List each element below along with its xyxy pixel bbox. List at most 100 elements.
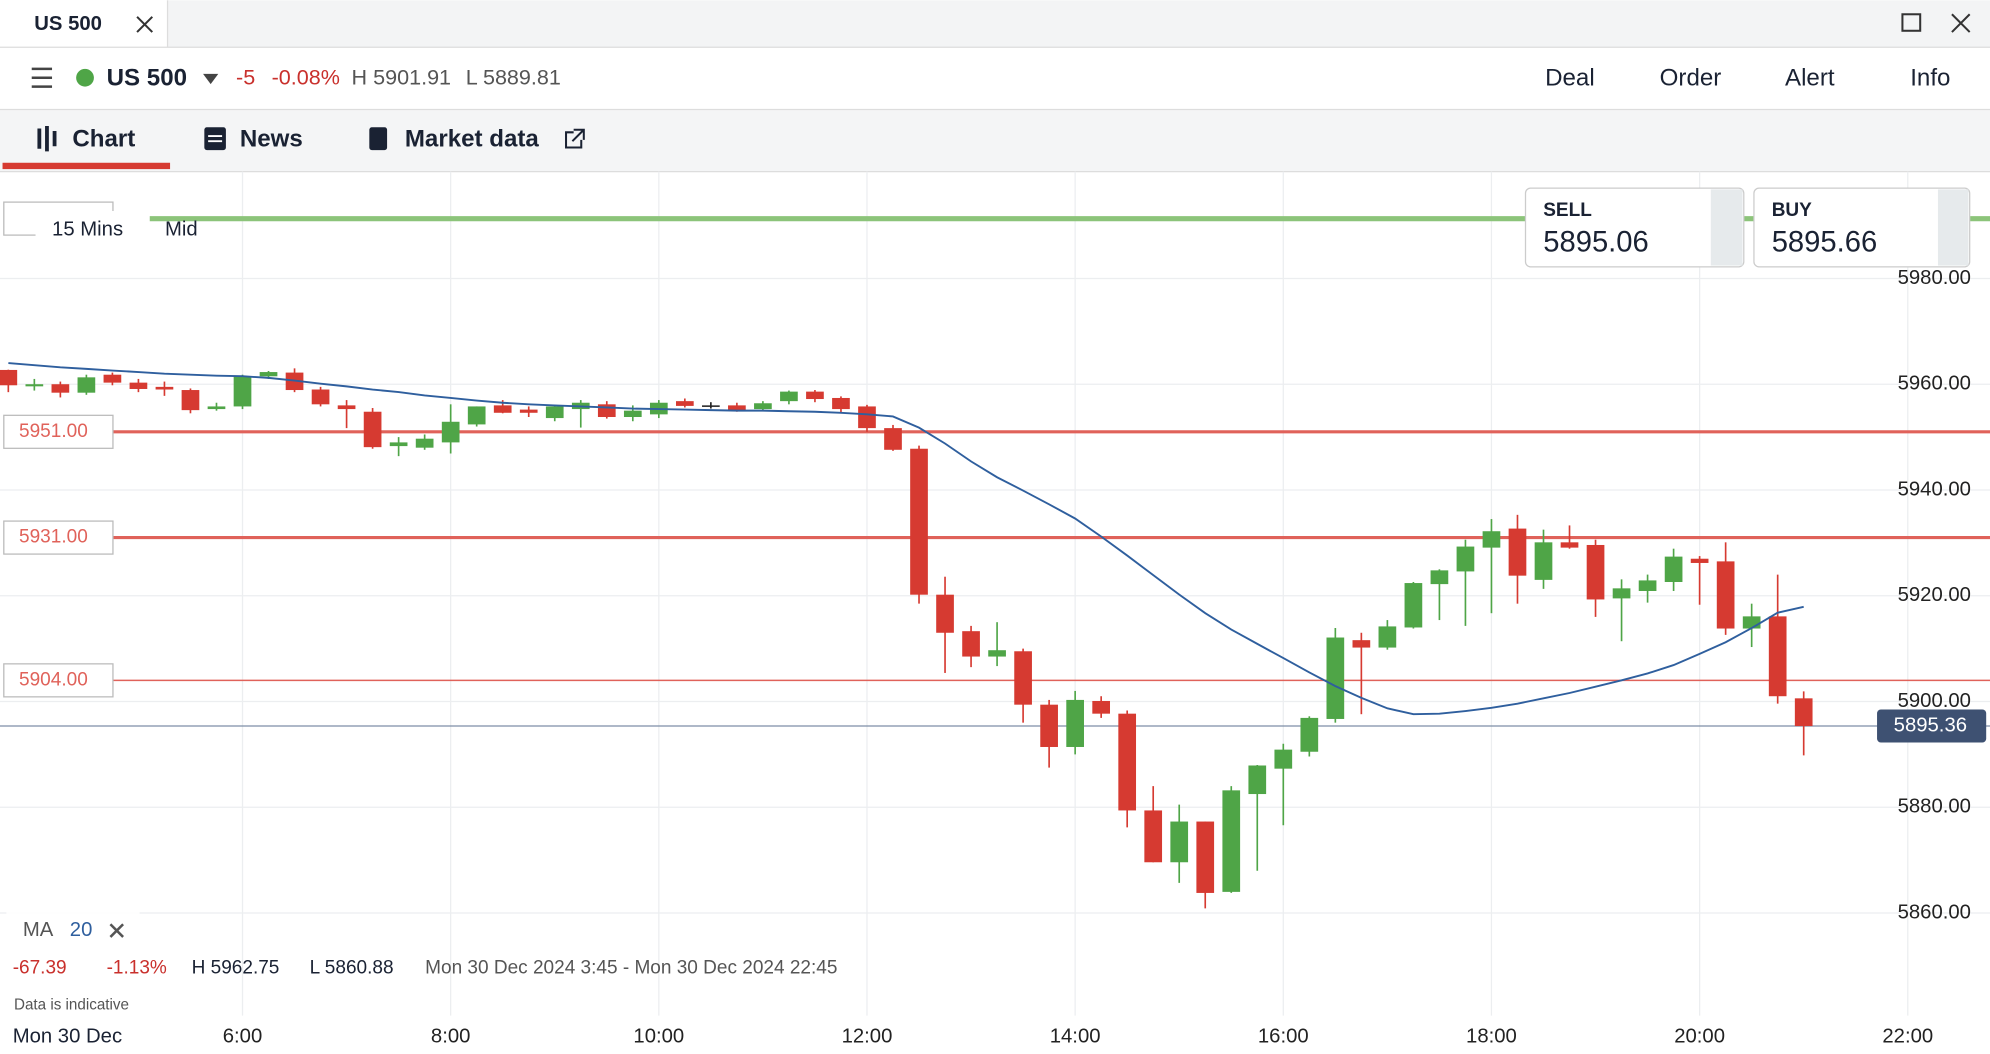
stat: L 5860.88 (310, 958, 394, 979)
tab[interactable]: Chart (72, 125, 135, 152)
buy-label: BUY (1772, 200, 1812, 221)
candle-body (1664, 556, 1683, 582)
menu-icon[interactable] (31, 67, 53, 88)
candle-body (754, 403, 772, 410)
action[interactable]: Info (1910, 64, 1950, 91)
x-tick-label: 12:00 (842, 1026, 893, 1048)
candle-body (1040, 704, 1058, 747)
stat: -1.13% (107, 958, 167, 979)
last-price-box (1877, 709, 1987, 743)
close-window-icon[interactable] (1951, 13, 1971, 33)
candle-body (1794, 698, 1813, 727)
remove-indicator[interactable] (109, 923, 125, 938)
candle-body (1118, 713, 1137, 811)
x-tick-label: 16:00 (1258, 1026, 1309, 1048)
price-type[interactable]: Mid (165, 218, 198, 240)
candle-body (832, 397, 850, 410)
candle-body (728, 405, 746, 411)
candle-body (207, 406, 226, 410)
tab[interactable]: News (240, 125, 303, 152)
candle-body (1274, 749, 1293, 769)
candle-body (884, 428, 902, 450)
day-high: H 5901.91 (352, 65, 452, 90)
candle-body (936, 594, 954, 633)
candle-body (1066, 699, 1084, 747)
candle-body (1378, 626, 1397, 648)
level-label-box (3, 663, 114, 698)
legend-name: MA (23, 919, 54, 941)
candle-body (181, 390, 200, 411)
candle-body (311, 389, 330, 405)
candle-body (1586, 544, 1605, 600)
candle-body (259, 372, 278, 377)
level-label-box (3, 520, 114, 555)
dropdown-icon[interactable] (203, 73, 219, 85)
y-tick-label: 5980.00 (1898, 267, 1971, 289)
candle-body (702, 405, 720, 407)
candle-body (493, 405, 512, 413)
candle-body (597, 404, 616, 418)
candle-body (25, 384, 44, 387)
candle-body (337, 405, 356, 410)
candle-body (623, 410, 642, 418)
y-tick-label: 5960.00 (1898, 373, 1971, 395)
candle-body (441, 421, 460, 443)
market-icon (369, 127, 388, 151)
interval[interactable]: 15 Mins (52, 218, 123, 240)
x-tick-label: 22:00 (1882, 1026, 1933, 1048)
tab[interactable]: Market data (405, 125, 540, 152)
candle-body (103, 374, 122, 383)
candle-body (77, 377, 96, 393)
candle-body (1534, 542, 1553, 580)
candle-body (1222, 790, 1241, 892)
sell-label: SELL (1543, 200, 1592, 221)
candle-body (233, 376, 252, 407)
sell-price: 5895.06 (1543, 227, 1649, 259)
maximize-icon[interactable] (1901, 13, 1922, 32)
candle-body (1404, 583, 1423, 628)
x-tick-label: 14:00 (1050, 1026, 1101, 1048)
candle-body (1196, 821, 1215, 893)
candle-body (363, 411, 382, 448)
level-label-box (3, 414, 114, 449)
candle-body (389, 442, 408, 447)
moving-average (8, 362, 1804, 716)
x-tick-label: 6:00 (223, 1026, 263, 1048)
date-label: Mon 30 Dec (13, 1026, 122, 1048)
change: -5 (236, 65, 255, 90)
candle-body (0, 369, 18, 386)
external-icon (565, 128, 585, 149)
last-price-label: 5895.36 (1894, 714, 1967, 736)
candle-body (545, 406, 564, 419)
candle-body (962, 631, 980, 657)
action[interactable]: Deal (1545, 64, 1595, 91)
y-tick-label: 5880.00 (1898, 796, 1971, 818)
candle-body (1612, 588, 1631, 599)
tab-bar (0, 109, 1990, 172)
close-icon[interactable] (136, 16, 154, 33)
candle-body (806, 391, 824, 400)
y-tick-label: 5920.00 (1898, 584, 1971, 606)
action[interactable]: Order (1660, 64, 1722, 91)
tab-strip (167, 0, 1990, 48)
sell-box[interactable] (1524, 187, 1745, 268)
candle-body (1638, 580, 1657, 591)
candle-body (51, 384, 70, 393)
x-tick-label: 10:00 (633, 1026, 684, 1048)
candle-body (1456, 546, 1475, 572)
candle-body (1300, 717, 1319, 752)
news-icon-lines (208, 135, 223, 143)
x-tick-label: 20:00 (1674, 1026, 1725, 1048)
buy-box[interactable] (1753, 187, 1971, 268)
action[interactable]: Alert (1785, 64, 1835, 91)
instrument[interactable]: US 500 (107, 64, 187, 91)
candle-body (910, 448, 928, 595)
candle-body (675, 401, 694, 406)
stat: H 5962.75 (192, 958, 280, 979)
candle-body (415, 438, 434, 448)
window-tab[interactable]: US 500 (34, 13, 102, 35)
candle-body (1716, 561, 1735, 629)
change-pct: -0.08% (272, 65, 340, 90)
candle-body (1144, 810, 1163, 863)
